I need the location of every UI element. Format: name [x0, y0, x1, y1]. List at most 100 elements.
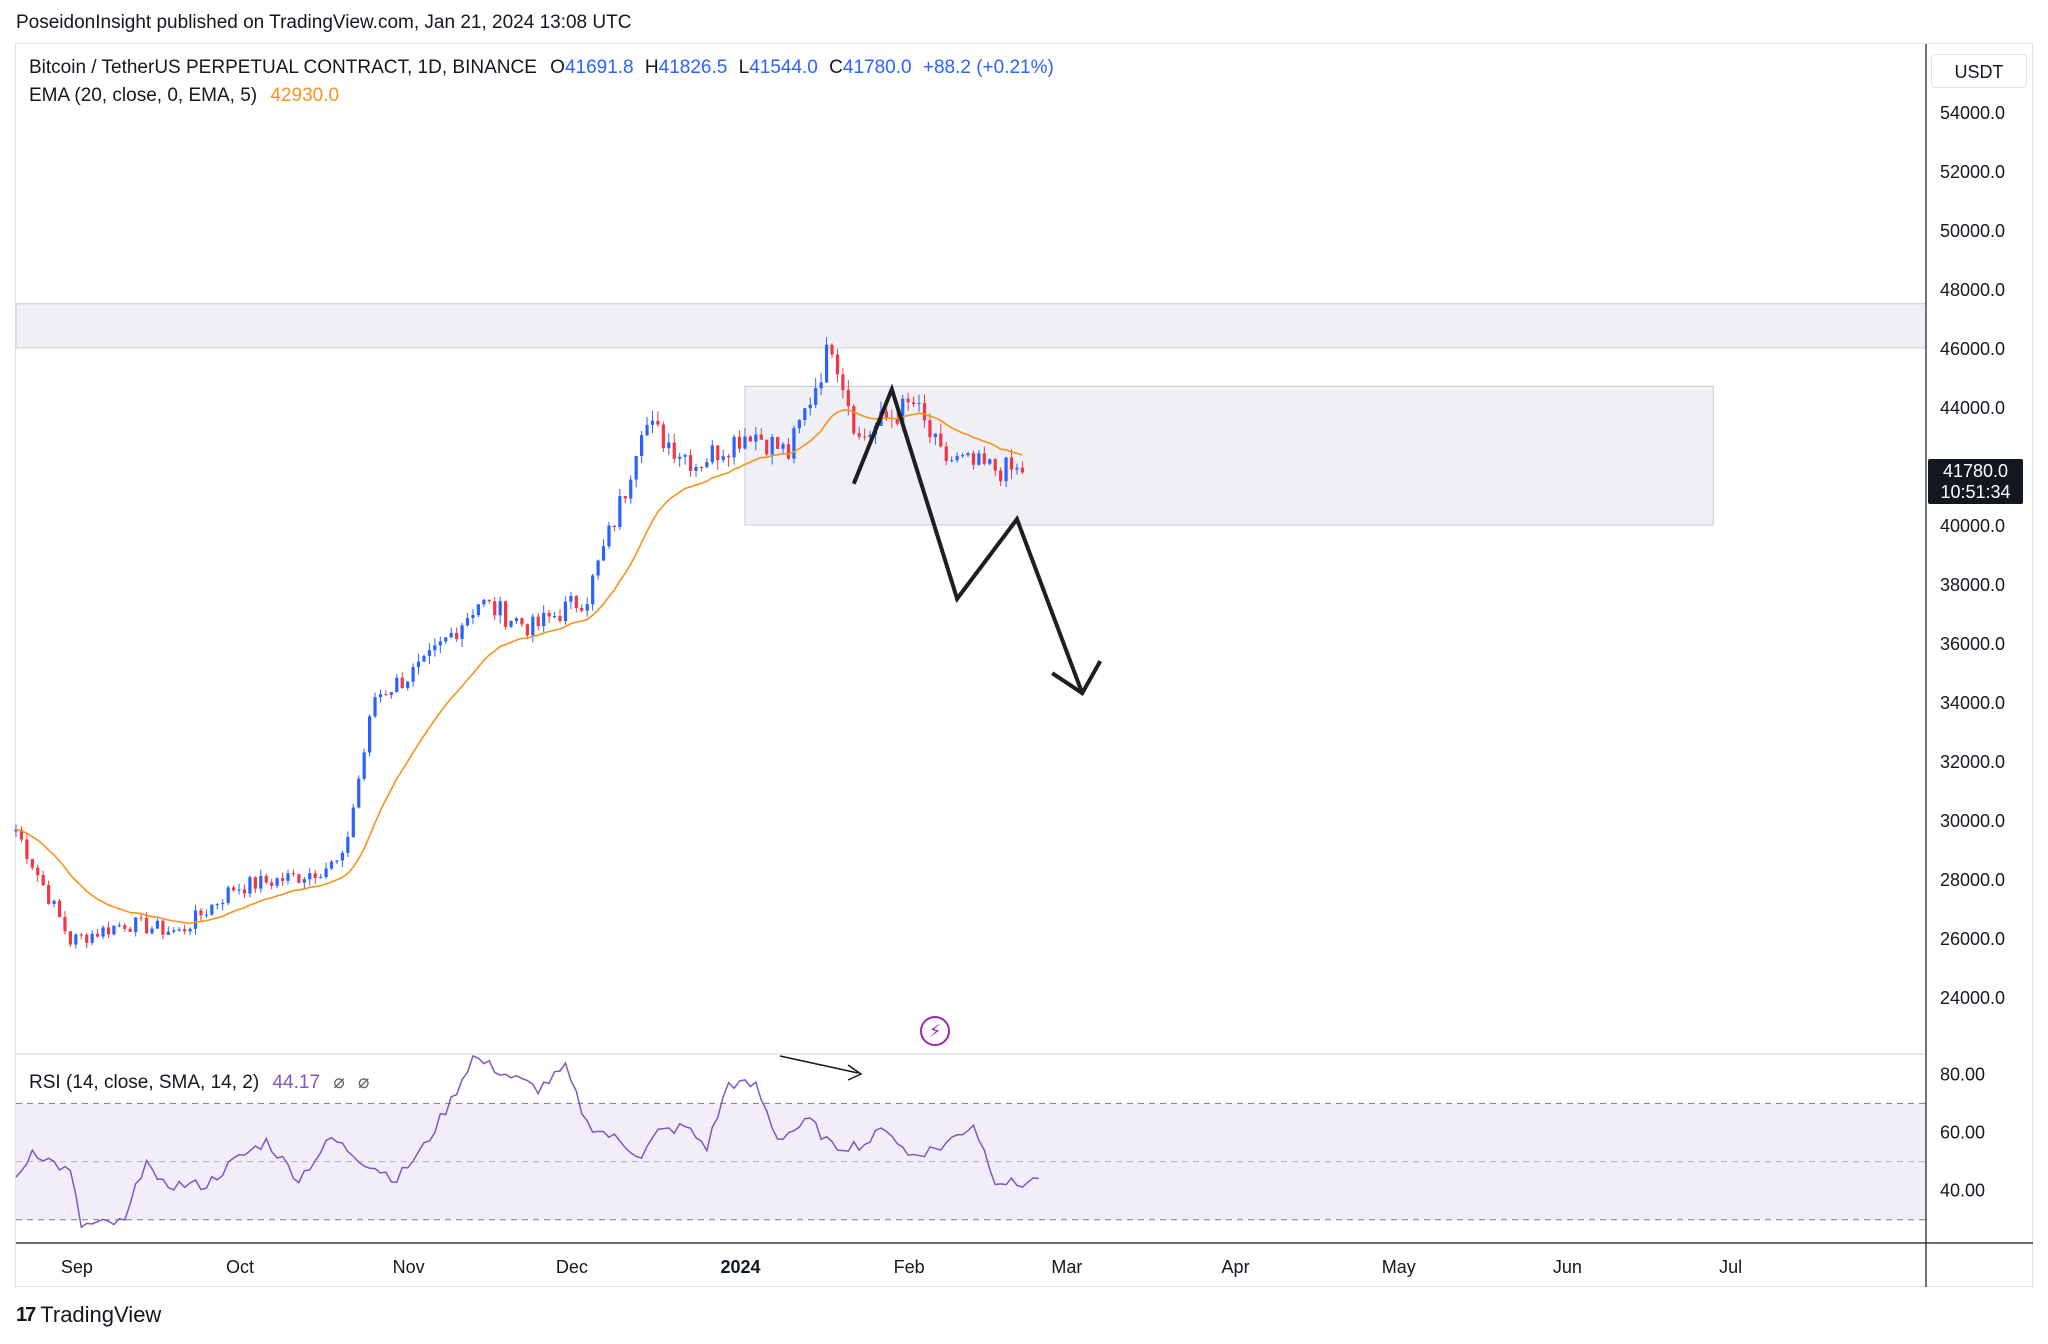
candle-body	[863, 436, 867, 438]
candle	[672, 433, 676, 464]
hide-icon[interactable]: ⌀	[358, 1072, 370, 1093]
candle-body	[536, 616, 540, 627]
ohlc-legend: Bitcoin / TetherUS PERPETUAL CONTRACT, 1…	[29, 57, 1054, 79]
candle	[373, 692, 377, 719]
candle	[716, 445, 720, 470]
candle	[123, 922, 127, 932]
candle-body	[1020, 467, 1024, 473]
price-tick-label: 40000.0	[1940, 516, 2005, 536]
chart-frame[interactable]	[15, 43, 2033, 1287]
candle	[906, 392, 910, 411]
candle	[74, 933, 78, 949]
candle	[748, 435, 752, 442]
candle	[591, 573, 595, 611]
candle-body	[721, 456, 725, 461]
candle-body	[781, 444, 785, 449]
candle	[933, 433, 937, 446]
candle	[460, 622, 464, 648]
candle-body	[580, 608, 584, 611]
candle-body	[242, 889, 247, 894]
candle-body	[852, 406, 856, 434]
candle-body	[362, 752, 366, 779]
candle-body	[319, 876, 323, 879]
price-tick-label: 34000.0	[1940, 693, 2005, 713]
candle	[329, 859, 334, 871]
candle	[993, 458, 997, 477]
price-tick-label: 48000.0	[1940, 280, 2005, 300]
candle	[280, 872, 285, 886]
candle-body	[884, 411, 888, 419]
candle	[977, 449, 981, 466]
candle-body	[988, 459, 992, 464]
bar-countdown: 10:51:34	[1940, 482, 2011, 502]
candle	[335, 860, 339, 865]
candle-body	[275, 878, 279, 886]
candle-body	[166, 931, 170, 935]
high-label: H	[644, 57, 659, 78]
candle-body	[906, 398, 910, 403]
candle	[308, 868, 312, 886]
candle-body	[928, 420, 932, 438]
candle	[476, 604, 480, 618]
candle-body	[68, 931, 72, 945]
candle	[1015, 463, 1019, 475]
date-tick-label: Mar	[1051, 1257, 1082, 1277]
currency-button[interactable]: USDT	[1931, 54, 2027, 88]
candle-body	[498, 601, 502, 616]
candle	[253, 876, 257, 894]
candle	[922, 394, 927, 428]
ema-value: 42930.0	[270, 85, 340, 106]
candle	[96, 928, 100, 938]
candle-body	[449, 632, 453, 638]
candle-body	[672, 442, 676, 459]
candle	[955, 452, 959, 463]
candle	[117, 922, 121, 928]
candle	[444, 637, 448, 645]
lightning-icon[interactable]: ⚡	[920, 1016, 950, 1046]
candle	[204, 909, 208, 918]
date-tick-label: Jul	[1719, 1257, 1742, 1277]
candle	[656, 411, 660, 427]
candle-body	[150, 928, 154, 934]
candle-body	[808, 404, 812, 409]
projection-zigzag	[851, 383, 1085, 694]
candle	[884, 408, 888, 422]
candle-body	[950, 460, 954, 462]
candle-body	[933, 433, 937, 438]
high-value: 41826.5	[658, 57, 728, 78]
candle	[536, 612, 540, 631]
price-tick-label: 36000.0	[1940, 634, 2005, 654]
candle-body	[41, 875, 45, 886]
candle-body	[139, 917, 143, 919]
candle	[824, 337, 829, 383]
candle-body	[324, 868, 328, 877]
candle-body	[640, 435, 644, 456]
candle-body	[694, 466, 698, 471]
candle	[313, 870, 317, 884]
price-tick-label: 26000.0	[1940, 929, 2005, 949]
candle	[971, 450, 976, 470]
rsi-arrow-shaft	[779, 1055, 859, 1074]
candle-body	[346, 837, 350, 853]
candle	[765, 439, 769, 457]
candle-body	[101, 927, 105, 937]
candle	[357, 775, 361, 809]
rsi-value: 44.17	[272, 1072, 321, 1093]
hide-icon[interactable]: ⌀	[333, 1072, 345, 1093]
candle	[90, 930, 94, 946]
candle	[291, 869, 296, 877]
candle	[629, 475, 633, 504]
candle-body	[476, 604, 480, 616]
candle	[106, 921, 111, 938]
candle	[482, 598, 486, 608]
candle-body	[308, 873, 312, 880]
candle	[362, 748, 366, 782]
candle-body	[504, 601, 508, 627]
price-tick-label: 38000.0	[1940, 575, 2005, 595]
candle	[128, 926, 132, 933]
candle-body	[667, 442, 671, 449]
candle	[395, 673, 399, 693]
candle	[411, 663, 415, 688]
rsi-tick-label: 40.00	[1940, 1181, 1985, 1201]
